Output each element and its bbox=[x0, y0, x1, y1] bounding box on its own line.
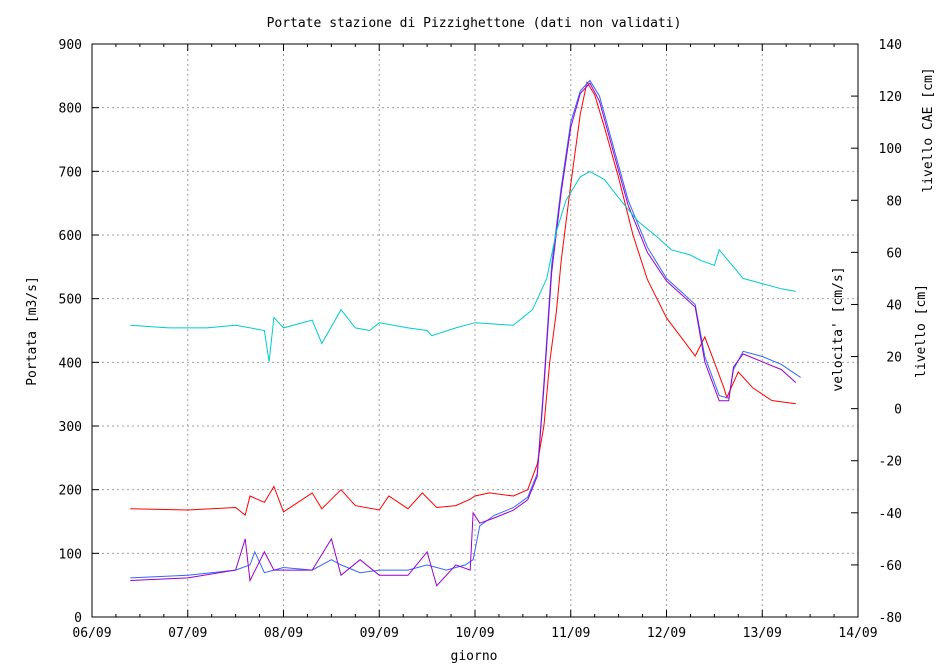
left-y-axis-label: Portata [m3/s] bbox=[25, 276, 40, 386]
x-tick-label: 10/09 bbox=[455, 626, 494, 641]
left-y-tick-label: 300 bbox=[59, 420, 82, 435]
x-tick-label: 12/09 bbox=[647, 626, 686, 641]
grid bbox=[92, 44, 858, 617]
x-axis-label: giorno bbox=[451, 649, 498, 664]
right-y-tick-label: 0 bbox=[894, 403, 902, 418]
left-y-tick-label: 900 bbox=[59, 38, 82, 53]
series-layer bbox=[130, 79, 801, 587]
right-y-tick-label: 60 bbox=[886, 246, 902, 261]
axis-ticks bbox=[91, 43, 859, 618]
series-line-velocita-cm-s bbox=[130, 171, 796, 362]
right-y-tick-label: 100 bbox=[879, 142, 902, 157]
x-tick-label: 14/09 bbox=[838, 626, 877, 641]
x-tick-label: 08/09 bbox=[264, 626, 303, 641]
right-y-tick-labels: -80 -60 -40 -20 0 20 40 60 80 100 120 140 bbox=[879, 38, 902, 626]
right-y-axis-label-velocita: velocita' [cm/s] bbox=[831, 266, 846, 391]
left-y-tick-label: 400 bbox=[59, 356, 82, 371]
left-y-tick-label: 100 bbox=[59, 547, 82, 562]
right-y-axis-label-livello: livello [cm] bbox=[914, 284, 929, 378]
x-tick-label: 09/09 bbox=[360, 626, 399, 641]
right-y-axis-label-livello-cae: livello CAE [cm] bbox=[921, 67, 936, 192]
series-line-livello-cm bbox=[130, 79, 801, 579]
right-y-tick-label: 80 bbox=[886, 194, 902, 209]
right-y-tick-label: -80 bbox=[879, 611, 902, 626]
x-tick-label: 06/09 bbox=[72, 626, 111, 641]
x-tick-label: 07/09 bbox=[168, 626, 207, 641]
left-y-tick-label: 0 bbox=[74, 611, 82, 626]
right-y-tick-label: -60 bbox=[879, 559, 902, 574]
x-tick-label: 11/09 bbox=[551, 626, 590, 641]
left-y-tick-label: 200 bbox=[59, 484, 82, 499]
right-y-tick-label: 140 bbox=[879, 38, 902, 53]
x-tick-labels: 06/09 07/09 08/09 09/09 10/09 11/09 12/09 13/09… bbox=[72, 626, 877, 641]
chart-title: Portate stazione di Pizzighettone (dati … bbox=[267, 16, 682, 31]
right-y-tick-label: 120 bbox=[879, 90, 902, 105]
left-y-tick-label: 600 bbox=[59, 229, 82, 244]
right-y-tick-label: -40 bbox=[879, 507, 902, 522]
left-y-tick-label: 500 bbox=[59, 293, 82, 308]
left-y-tick-label: 800 bbox=[59, 102, 82, 117]
right-y-tick-label: 20 bbox=[886, 351, 902, 366]
series-line-portata-m3-s bbox=[130, 80, 796, 516]
right-y-tick-label: 40 bbox=[886, 298, 902, 313]
left-y-tick-labels: 0 100 200 300 400 500 600 700 800 900 bbox=[59, 38, 82, 626]
x-tick-label: 13/09 bbox=[743, 626, 782, 641]
right-y-tick-label: -20 bbox=[879, 455, 902, 470]
left-y-tick-label: 700 bbox=[59, 165, 82, 180]
series-line-livello-cae-cm bbox=[130, 82, 797, 587]
